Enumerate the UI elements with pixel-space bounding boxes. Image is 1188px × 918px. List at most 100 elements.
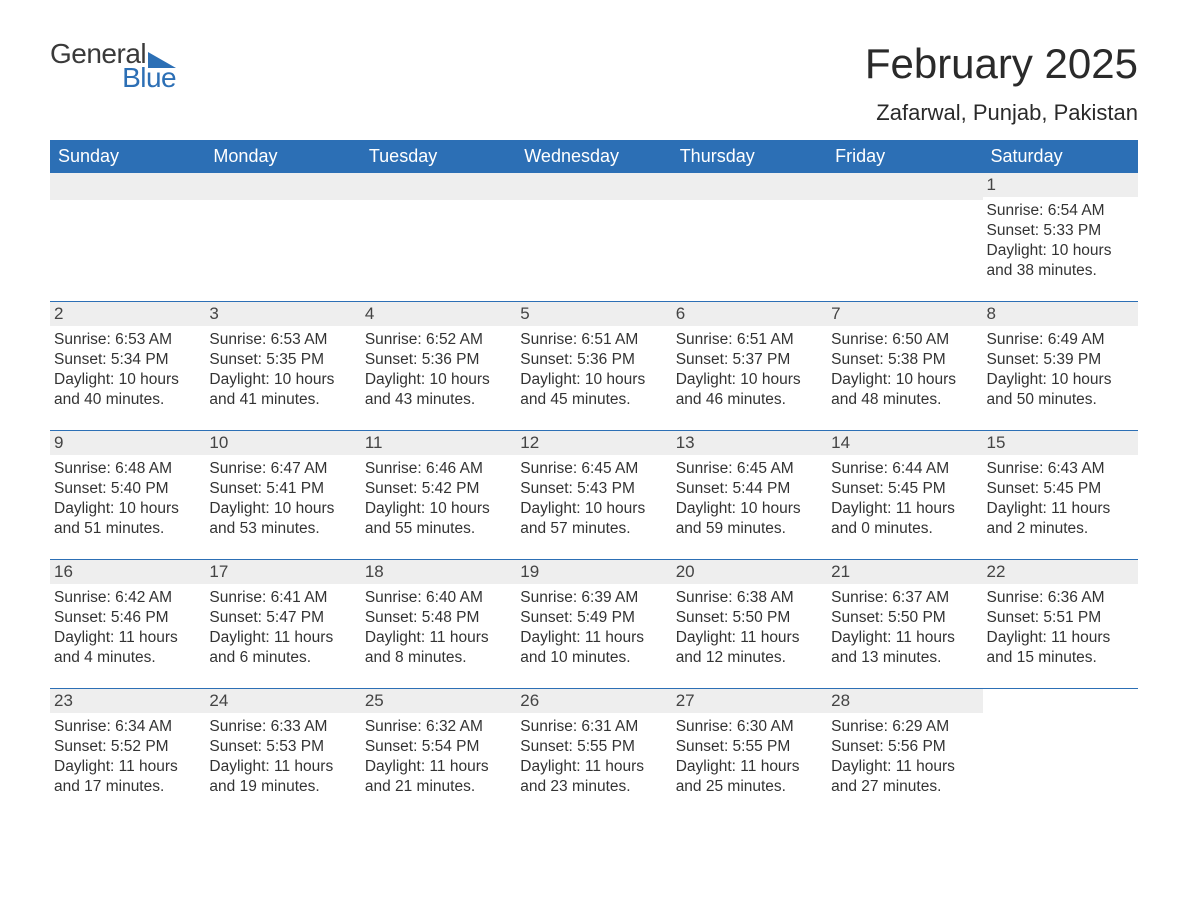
- daylight-text: Daylight: 11 hours and 10 minutes.: [520, 628, 663, 668]
- daylight-text: Daylight: 10 hours and 59 minutes.: [676, 499, 819, 539]
- sunset-text: Sunset: 5:51 PM: [987, 608, 1130, 628]
- sunrise-text: Sunrise: 6:39 AM: [520, 588, 663, 608]
- sunset-text: Sunset: 5:49 PM: [520, 608, 663, 628]
- sunrise-text: Sunrise: 6:36 AM: [987, 588, 1130, 608]
- sunset-text: Sunset: 5:45 PM: [987, 479, 1130, 499]
- daylight-text: Daylight: 10 hours and 41 minutes.: [209, 370, 352, 410]
- sunset-text: Sunset: 5:54 PM: [365, 737, 508, 757]
- day-number-stripe: 22: [983, 560, 1138, 584]
- day-content: Sunrise: 6:49 AMSunset: 5:39 PMDaylight:…: [983, 330, 1138, 417]
- weekday-header: Friday: [827, 140, 982, 173]
- day-number-stripe: 24: [205, 689, 360, 713]
- daylight-text: Daylight: 11 hours and 21 minutes.: [365, 757, 508, 797]
- day-number-stripe: 20: [672, 560, 827, 584]
- sunset-text: Sunset: 5:56 PM: [831, 737, 974, 757]
- week-row: 9Sunrise: 6:48 AMSunset: 5:40 PMDaylight…: [50, 431, 1138, 560]
- sunrise-text: Sunrise: 6:31 AM: [520, 717, 663, 737]
- day-content: Sunrise: 6:43 AMSunset: 5:45 PMDaylight:…: [983, 459, 1138, 546]
- sunset-text: Sunset: 5:34 PM: [54, 350, 197, 370]
- sunrise-text: Sunrise: 6:42 AM: [54, 588, 197, 608]
- day-content: Sunrise: 6:38 AMSunset: 5:50 PMDaylight:…: [672, 588, 827, 675]
- sunset-text: Sunset: 5:47 PM: [209, 608, 352, 628]
- day-number-stripe: [205, 173, 360, 200]
- sunset-text: Sunset: 5:52 PM: [54, 737, 197, 757]
- day-cell: [983, 689, 1138, 818]
- day-cell: 9Sunrise: 6:48 AMSunset: 5:40 PMDaylight…: [50, 431, 205, 560]
- day-content: Sunrise: 6:31 AMSunset: 5:55 PMDaylight:…: [516, 717, 671, 804]
- daylight-text: Daylight: 11 hours and 8 minutes.: [365, 628, 508, 668]
- day-cell: 3Sunrise: 6:53 AMSunset: 5:35 PMDaylight…: [205, 302, 360, 431]
- day-content: Sunrise: 6:51 AMSunset: 5:37 PMDaylight:…: [672, 330, 827, 417]
- day-cell: 7Sunrise: 6:50 AMSunset: 5:38 PMDaylight…: [827, 302, 982, 431]
- sunrise-text: Sunrise: 6:40 AM: [365, 588, 508, 608]
- sunrise-text: Sunrise: 6:30 AM: [676, 717, 819, 737]
- sunrise-text: Sunrise: 6:44 AM: [831, 459, 974, 479]
- sunset-text: Sunset: 5:33 PM: [987, 221, 1130, 241]
- daylight-text: Daylight: 11 hours and 25 minutes.: [676, 757, 819, 797]
- sunrise-text: Sunrise: 6:32 AM: [365, 717, 508, 737]
- week-row: 1Sunrise: 6:54 AMSunset: 5:33 PMDaylight…: [50, 173, 1138, 302]
- weekday-header-row: Sunday Monday Tuesday Wednesday Thursday…: [50, 140, 1138, 173]
- day-cell: 8 Sunrise: 6:49 AMSunset: 5:39 PMDaylight…: [983, 302, 1138, 431]
- daylight-text: Daylight: 11 hours and 23 minutes.: [520, 757, 663, 797]
- day-cell: 22Sunrise: 6:36 AMSunset: 5:51 PMDayligh…: [983, 560, 1138, 689]
- day-content: Sunrise: 6:32 AMSunset: 5:54 PMDaylight:…: [361, 717, 516, 804]
- header-row: General Blue February 2025 Zafarwal, Pun…: [50, 40, 1138, 126]
- sunset-text: Sunset: 5:43 PM: [520, 479, 663, 499]
- sunset-text: Sunset: 5:53 PM: [209, 737, 352, 757]
- day-number-stripe: 27: [672, 689, 827, 713]
- day-cell: 11 Sunrise: 6:46 AMSunset: 5:42 PMDayligh…: [361, 431, 516, 560]
- day-content: Sunrise: 6:42 AMSunset: 5:46 PMDaylight:…: [50, 588, 205, 675]
- day-content: Sunrise: 6:47 AMSunset: 5:41 PMDaylight:…: [205, 459, 360, 546]
- sunset-text: Sunset: 5:50 PM: [831, 608, 974, 628]
- day-number-stripe: 15: [983, 431, 1138, 455]
- sunrise-text: Sunrise: 6:33 AM: [209, 717, 352, 737]
- day-cell: 10 Sunrise: 6:47 AMSunset: 5:41 PMDayligh…: [205, 431, 360, 560]
- sunset-text: Sunset: 5:40 PM: [54, 479, 197, 499]
- day-cell: [50, 173, 205, 302]
- day-number-stripe: 17: [205, 560, 360, 584]
- sunrise-text: Sunrise: 6:37 AM: [831, 588, 974, 608]
- sunset-text: Sunset: 5:35 PM: [209, 350, 352, 370]
- daylight-text: Daylight: 10 hours and 57 minutes.: [520, 499, 663, 539]
- day-number-stripe: 10: [205, 431, 360, 455]
- day-content: Sunrise: 6:46 AMSunset: 5:42 PMDaylight:…: [361, 459, 516, 546]
- calendar-page: General Blue February 2025 Zafarwal, Pun…: [0, 0, 1188, 857]
- day-number-stripe: 11: [361, 431, 516, 455]
- day-content: Sunrise: 6:53 AMSunset: 5:34 PMDaylight:…: [50, 330, 205, 417]
- sunset-text: Sunset: 5:55 PM: [520, 737, 663, 757]
- week-row: 2 Sunrise: 6:53 AMSunset: 5:34 PMDaylight…: [50, 302, 1138, 431]
- day-number-stripe: [361, 173, 516, 200]
- daylight-text: Daylight: 11 hours and 12 minutes.: [676, 628, 819, 668]
- day-number-stripe: 2: [50, 302, 205, 326]
- day-number-stripe: 8: [983, 302, 1138, 326]
- week-row: 16Sunrise: 6:42 AMSunset: 5:46 PMDayligh…: [50, 560, 1138, 689]
- sunset-text: Sunset: 5:42 PM: [365, 479, 508, 499]
- day-number-stripe: 23: [50, 689, 205, 713]
- day-cell: 18Sunrise: 6:40 AMSunset: 5:48 PMDayligh…: [361, 560, 516, 689]
- daylight-text: Daylight: 10 hours and 53 minutes.: [209, 499, 352, 539]
- day-cell: 1Sunrise: 6:54 AMSunset: 5:33 PMDaylight…: [983, 173, 1138, 302]
- day-number-stripe: 21: [827, 560, 982, 584]
- weekday-header: Wednesday: [516, 140, 671, 173]
- day-cell: 5Sunrise: 6:51 AMSunset: 5:36 PMDaylight…: [516, 302, 671, 431]
- day-cell: 16Sunrise: 6:42 AMSunset: 5:46 PMDayligh…: [50, 560, 205, 689]
- day-cell: 26Sunrise: 6:31 AMSunset: 5:55 PMDayligh…: [516, 689, 671, 818]
- day-cell: 24Sunrise: 6:33 AMSunset: 5:53 PMDayligh…: [205, 689, 360, 818]
- day-number-stripe: 28: [827, 689, 982, 713]
- daylight-text: Daylight: 10 hours and 43 minutes.: [365, 370, 508, 410]
- day-number-stripe: 7: [827, 302, 982, 326]
- day-cell: [205, 173, 360, 302]
- daylight-text: Daylight: 11 hours and 17 minutes.: [54, 757, 197, 797]
- daylight-text: Daylight: 10 hours and 51 minutes.: [54, 499, 197, 539]
- sunset-text: Sunset: 5:37 PM: [676, 350, 819, 370]
- daylight-text: Daylight: 10 hours and 50 minutes.: [987, 370, 1130, 410]
- day-content: Sunrise: 6:45 AMSunset: 5:44 PMDaylight:…: [672, 459, 827, 546]
- day-cell: 17Sunrise: 6:41 AMSunset: 5:47 PMDayligh…: [205, 560, 360, 689]
- day-content: Sunrise: 6:37 AMSunset: 5:50 PMDaylight:…: [827, 588, 982, 675]
- sunset-text: Sunset: 5:55 PM: [676, 737, 819, 757]
- logo-text-blue: Blue: [122, 64, 176, 92]
- day-cell: 15 Sunrise: 6:43 AMSunset: 5:45 PMDayligh…: [983, 431, 1138, 560]
- day-cell: 20 Sunrise: 6:38 AMSunset: 5:50 PMDayligh…: [672, 560, 827, 689]
- sunrise-text: Sunrise: 6:54 AM: [987, 201, 1130, 221]
